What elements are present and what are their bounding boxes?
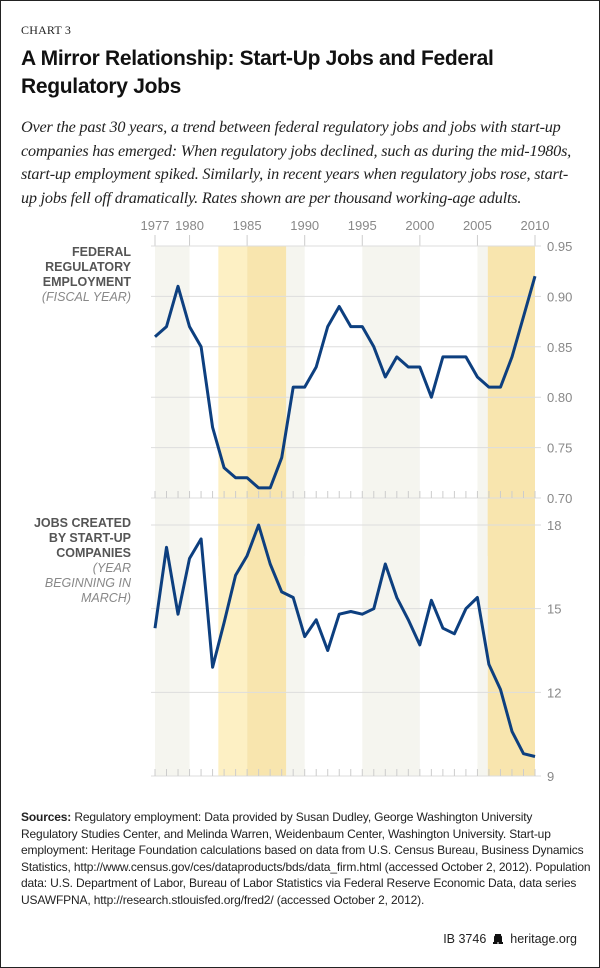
chart-title: A Mirror Relationship: Start-Up Jobs and… bbox=[21, 47, 494, 98]
highlight-band bbox=[286, 498, 305, 776]
startup-jobs-line bbox=[153, 523, 536, 758]
y-tick-label: 0.90 bbox=[547, 289, 572, 304]
site-link[interactable]: heritage.org bbox=[510, 932, 577, 946]
sources-label: Sources: bbox=[21, 810, 72, 824]
highlight-band bbox=[487, 498, 535, 776]
chart-kicker: CHART 3 bbox=[21, 23, 72, 37]
highlight-band bbox=[155, 498, 190, 776]
sources-text: Regulatory employment: Data provided by … bbox=[21, 810, 591, 907]
y-tick-label: 0.85 bbox=[547, 340, 572, 355]
x-tick-label: 2000 bbox=[405, 218, 434, 233]
panel-title-regulatory: FEDERAL REGULATORY EMPLOYMENT bbox=[42, 245, 131, 289]
y-tick-label: 0.95 bbox=[547, 239, 572, 254]
chart-subtitle: Over the past 30 years, a trend between … bbox=[21, 118, 572, 207]
footer: IB 3746 heritage.org bbox=[443, 932, 577, 946]
x-tick-label: 1995 bbox=[348, 218, 377, 233]
highlight-band bbox=[362, 498, 420, 776]
x-tick-label: 1985 bbox=[233, 218, 262, 233]
x-tick-label: 2005 bbox=[463, 218, 492, 233]
highlight-band bbox=[477, 498, 488, 776]
y-tick-label: 9 bbox=[547, 769, 554, 784]
panel-label-startup: JOBS CREATED BY START-UP COMPANIES (YEAR… bbox=[21, 516, 131, 606]
highlight-band bbox=[477, 246, 488, 556]
highlight-band bbox=[286, 246, 305, 556]
report-code: IB 3746 bbox=[443, 932, 487, 946]
y-tick-label: 18 bbox=[547, 518, 561, 533]
y-tick-label: 0.80 bbox=[547, 390, 572, 405]
y-tick-label: 0.75 bbox=[547, 441, 572, 456]
liberty-bell-icon bbox=[493, 934, 504, 944]
y-tick-label: 12 bbox=[547, 685, 561, 700]
panel-note-regulatory: (FISCAL YEAR) bbox=[41, 290, 131, 304]
y-tick-label: 0.70 bbox=[547, 491, 572, 506]
highlight-band bbox=[218, 498, 248, 776]
chart-svg: 1977 1980 1985 1990 1995 2000 2005 2010 0.95 0.90… bbox=[141, 218, 573, 784]
regulatory-employment-line bbox=[154, 275, 537, 490]
x-tick-label: 1980 bbox=[175, 218, 204, 233]
panel-title-startup: JOBS CREATED BY START-UP COMPANIES bbox=[33, 516, 131, 560]
highlight-band bbox=[247, 498, 287, 776]
x-tick-label: 1990 bbox=[290, 218, 319, 233]
y-tick-label: 15 bbox=[547, 602, 561, 617]
panel-label-regulatory: FEDERAL REGULATORY EMPLOYMENT (FISCAL YE… bbox=[21, 245, 131, 305]
panel-note-startup: (YEAR BEGINNING IN MARCH) bbox=[44, 561, 131, 605]
x-tick-label: 2010 bbox=[521, 218, 550, 233]
sources-note: Sources: Regulatory employment: Data pro… bbox=[21, 809, 591, 908]
x-tick-label: 1977 bbox=[141, 218, 170, 233]
